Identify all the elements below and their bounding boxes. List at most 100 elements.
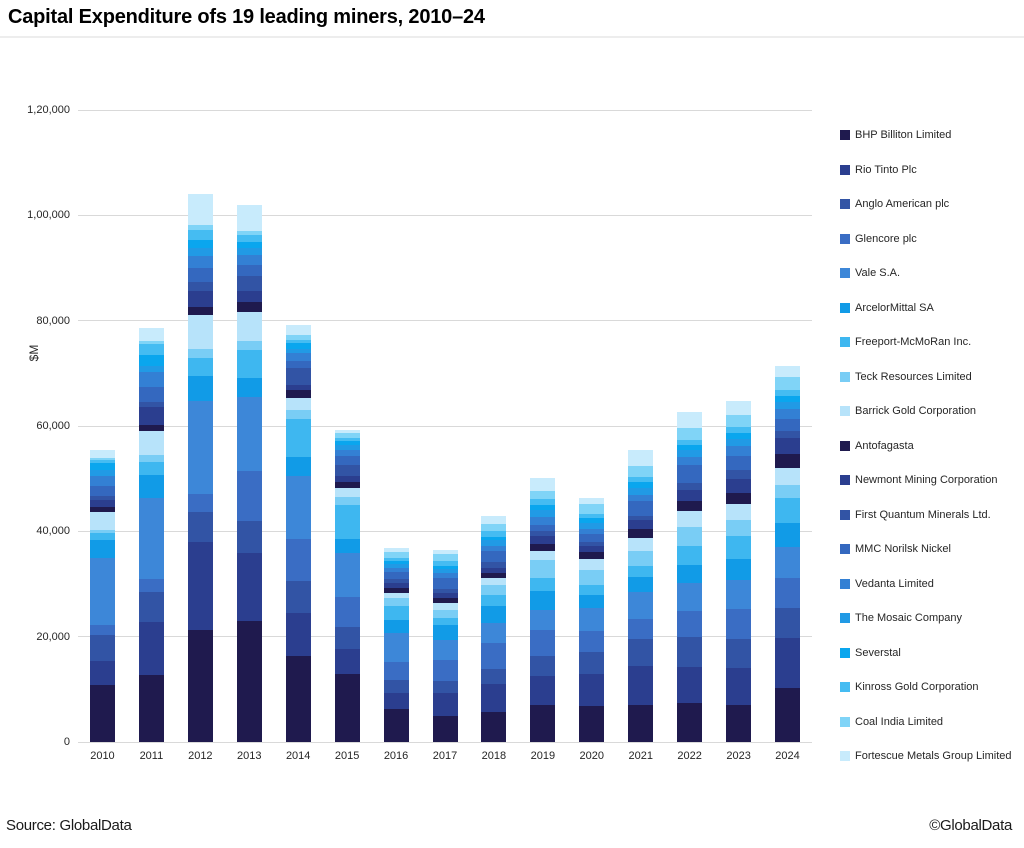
bar-segment <box>579 706 605 742</box>
bar-segment <box>579 552 605 560</box>
bar-segment <box>579 651 605 674</box>
bar-segment <box>285 581 311 613</box>
bar-column-2022 <box>677 411 703 742</box>
bar-segment <box>775 390 801 397</box>
bar-segment <box>481 577 507 586</box>
x-tick-label: 2016 <box>383 750 409 762</box>
bar-segment <box>481 551 507 562</box>
bar-segment <box>775 578 801 609</box>
legend-swatch <box>840 164 850 175</box>
bar-segment <box>236 350 262 379</box>
bar-segment <box>89 634 115 661</box>
bar-segment <box>432 680 458 693</box>
bar-segment <box>334 475 360 482</box>
bar-segment <box>628 515 654 520</box>
bar-segment <box>383 680 409 694</box>
bar-segment <box>383 552 409 558</box>
bar-segment <box>187 512 213 543</box>
bar-segment <box>579 528 605 534</box>
bar-segment <box>138 407 164 425</box>
bar-segment <box>530 676 556 706</box>
bar-segment <box>334 505 360 539</box>
legend-swatch <box>840 475 850 485</box>
bar-segment <box>236 340 262 351</box>
bar-segment <box>628 576 654 593</box>
bar-segment <box>285 612 311 657</box>
bar-segment <box>677 564 703 583</box>
legend-label: Newmont Mining Corporation <box>855 474 998 486</box>
bar-segment <box>775 608 801 638</box>
y-tick-label: 20,000 <box>36 630 70 643</box>
bar-segment <box>628 592 654 619</box>
bar-segment <box>89 499 115 508</box>
bar-segment <box>383 592 409 599</box>
plot-area <box>78 110 812 742</box>
bar-segment <box>236 291 262 302</box>
legend-item: Vedanta Limited <box>840 577 934 591</box>
bar-segment <box>530 535 556 544</box>
bar-segment <box>89 460 115 463</box>
bar-segment <box>481 531 507 537</box>
bar-segment <box>775 408 801 419</box>
bar-segment <box>432 597 458 603</box>
bar-segment <box>187 542 213 630</box>
bar-segment <box>334 538 360 553</box>
bar-segment <box>775 498 801 524</box>
legend-label: Barrick Gold Corporation <box>855 405 977 417</box>
legend-label: Freeport-McMoRan Inc. <box>855 336 972 348</box>
bar-segment <box>138 365 164 373</box>
bar-segment <box>530 498 556 505</box>
y-tick-label: 80,000 <box>36 314 70 327</box>
copyright-note: ©GlobalData <box>929 817 1012 834</box>
y-tick-label: 60,000 <box>36 420 70 432</box>
bar-segment <box>775 523 801 547</box>
bar-segment <box>579 497 605 505</box>
bar-segment <box>383 561 409 565</box>
bar-segment <box>138 340 164 345</box>
bar-segment <box>579 595 605 608</box>
bar-segment <box>530 517 556 525</box>
bar-segment <box>481 540 507 546</box>
bar-segment <box>138 675 164 742</box>
bar-segment <box>677 464 703 484</box>
bar-segment <box>481 573 507 578</box>
bar-segment <box>726 492 752 505</box>
bar-segment <box>334 450 360 457</box>
x-tick-label: 2022 <box>677 750 702 762</box>
legend-item: Anglo American plc <box>840 197 949 211</box>
bar-segment <box>677 511 703 528</box>
bar-segment <box>775 431 801 439</box>
legend-item: Newmont Mining Corporation <box>840 473 997 487</box>
bar-segment <box>677 666 703 703</box>
bar-segment <box>677 546 703 565</box>
bar-segment <box>89 507 115 513</box>
legend-swatch <box>840 130 850 140</box>
bar-segment <box>677 702 703 742</box>
bar-segment <box>187 255 213 268</box>
legend-label: ArcelorMittal SA <box>855 301 934 314</box>
bar-segment <box>138 455 164 462</box>
bar-segment <box>138 497 164 580</box>
bar-segment <box>481 668 507 684</box>
bar-segment <box>775 546 801 579</box>
bar-segment <box>432 639 458 660</box>
x-tick-label: 2018 <box>481 750 507 762</box>
legend-swatch <box>840 268 850 278</box>
bar-segment <box>138 328 164 341</box>
bar-segment <box>432 602 458 610</box>
bar-segment <box>383 582 409 589</box>
gridline <box>78 425 812 427</box>
bar-segment <box>481 567 507 574</box>
legend-item: Kinross Gold Corporation <box>840 680 979 694</box>
legend-item: First Quantum Minerals Ltd. <box>840 508 991 522</box>
bar-segment <box>285 456 311 477</box>
bar-segment <box>138 424 164 432</box>
legend-item: Rio Tinto Plc <box>840 163 917 177</box>
legend-item: Vale S.A. <box>840 266 900 280</box>
bar-segment <box>628 477 654 482</box>
bar-segment <box>236 265 262 276</box>
bar-segment <box>579 533 605 543</box>
bar-segment <box>334 429 360 433</box>
legend-item: MMC Norilsk Nickel <box>840 542 951 556</box>
bar-segment <box>677 490 703 502</box>
